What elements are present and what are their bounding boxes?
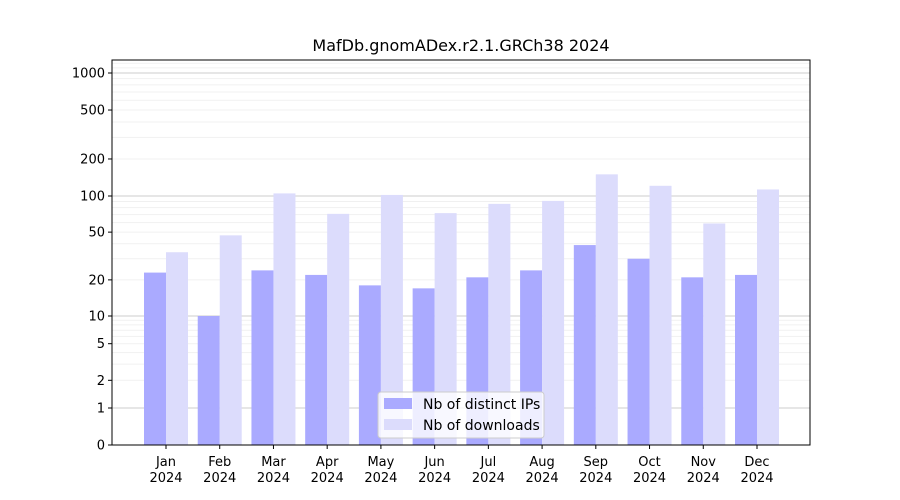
y-tick-label: 10 bbox=[88, 310, 105, 325]
x-tick-label-month: Sep bbox=[584, 455, 609, 470]
x-tick-label-year: 2024 bbox=[311, 471, 344, 486]
bar-downloads bbox=[166, 252, 188, 445]
x-tick-label-year: 2024 bbox=[633, 471, 666, 486]
x-axis: Jan2024Feb2024Mar2024Apr2024May2024Jun20… bbox=[149, 445, 774, 486]
x-tick-label-month: Oct bbox=[638, 455, 660, 470]
x-tick-label-year: 2024 bbox=[472, 471, 505, 486]
x-tick-label-month: Apr bbox=[316, 455, 339, 470]
bar-downloads bbox=[649, 185, 672, 446]
x-tick-label-year: 2024 bbox=[579, 471, 612, 486]
y-tick-label: 100 bbox=[80, 190, 105, 205]
bar-downloads bbox=[488, 203, 511, 445]
chart-title: MafDb.gnomADex.r2.1.GRCh38 2024 bbox=[312, 36, 609, 55]
bar-distinct-ips bbox=[681, 277, 704, 445]
y-tick-label: 50 bbox=[88, 226, 105, 241]
bar-downloads bbox=[595, 174, 618, 446]
x-tick-label-month: Feb bbox=[208, 455, 231, 470]
x-tick-label-month: Jun bbox=[423, 455, 444, 470]
y-axis: 0 1 2 5 10 20 50 100 200 500 1000 bbox=[72, 67, 112, 454]
x-tick-label-month: Jul bbox=[480, 455, 497, 470]
y-tick-label: 20 bbox=[88, 273, 105, 288]
bar-distinct-ips bbox=[305, 274, 328, 445]
x-tick-label-month: Jan bbox=[155, 455, 176, 470]
y-tick-label: 500 bbox=[80, 104, 105, 119]
bar-downloads bbox=[434, 213, 457, 445]
bar-downloads bbox=[703, 223, 726, 445]
x-tick-label-month: Nov bbox=[691, 455, 717, 470]
x-tick-label-year: 2024 bbox=[364, 471, 397, 486]
y-tick-label: 200 bbox=[80, 152, 105, 167]
legend: Nb of distinct IPs Nb of downloads bbox=[377, 391, 545, 439]
x-tick-label-year: 2024 bbox=[740, 471, 773, 486]
bar-downloads bbox=[273, 193, 296, 445]
x-tick-label-year: 2024 bbox=[257, 471, 290, 486]
bar-downloads bbox=[757, 189, 779, 445]
legend-swatch-downloads bbox=[384, 419, 412, 430]
bar-distinct-ips bbox=[197, 316, 220, 445]
bar-downloads bbox=[327, 213, 350, 445]
legend-swatch-ips bbox=[384, 398, 412, 409]
plot-frame bbox=[111, 59, 811, 446]
x-tick-label-year: 2024 bbox=[526, 471, 559, 486]
legend-label-downloads: Nb of downloads bbox=[423, 418, 540, 434]
x-tick-label-month: May bbox=[367, 455, 394, 470]
y-tick-label: 2 bbox=[97, 374, 105, 389]
bar-downloads bbox=[219, 235, 242, 445]
y-tick-label: 5 bbox=[97, 337, 105, 352]
bar-distinct-ips bbox=[358, 285, 381, 445]
x-tick-label-month: Dec bbox=[744, 455, 769, 470]
bar-distinct-ips bbox=[573, 245, 596, 445]
x-tick-label-year: 2024 bbox=[687, 471, 720, 486]
legend-frame bbox=[377, 391, 545, 439]
x-tick-label-month: Aug bbox=[529, 455, 554, 470]
bars bbox=[144, 174, 779, 446]
x-tick-label-year: 2024 bbox=[418, 471, 451, 486]
bar-distinct-ips bbox=[144, 272, 166, 445]
y-tick-label: 0 bbox=[97, 439, 105, 454]
x-tick-label-month: Mar bbox=[261, 455, 286, 470]
bar-downloads bbox=[542, 200, 565, 445]
bar-downloads bbox=[380, 194, 403, 445]
bar-distinct-ips bbox=[251, 270, 274, 445]
grid-lines bbox=[112, 62, 810, 409]
y-tick-label: 1 bbox=[97, 402, 105, 417]
bar-distinct-ips bbox=[735, 274, 757, 445]
bar-distinct-ips bbox=[627, 258, 650, 445]
y-tick-label: 1000 bbox=[72, 67, 105, 82]
x-tick-label-year: 2024 bbox=[149, 471, 182, 486]
x-tick-label-year: 2024 bbox=[203, 471, 236, 486]
legend-label-ips: Nb of distinct IPs bbox=[423, 397, 540, 413]
